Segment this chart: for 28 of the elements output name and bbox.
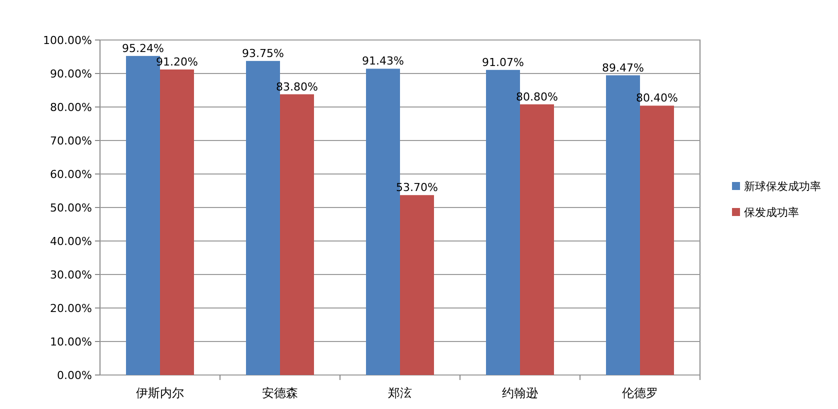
data-label: 91.43%	[362, 54, 404, 68]
y-tick-label: 30.00%	[50, 268, 92, 282]
data-label: 91.07%	[482, 56, 524, 69]
y-tick-label: 90.00%	[50, 68, 92, 80]
y-tick-label: 20.00%	[50, 302, 92, 315]
y-tick-label: 60.00%	[50, 168, 92, 181]
y-tick-label: 100.00%	[43, 34, 92, 47]
y-tick-label: 70.00%	[50, 134, 92, 148]
bar	[640, 106, 674, 375]
bar	[160, 69, 194, 375]
y-tick-label: 10.00%	[50, 336, 92, 348]
x-tick-label: 伊斯内尔	[136, 386, 184, 400]
legend-label: 保发成功率	[744, 206, 799, 219]
x-tick-label: 约翰逊	[502, 386, 538, 400]
data-label: 95.24%	[122, 42, 164, 55]
bar	[280, 94, 314, 375]
bar	[520, 104, 554, 375]
x-tick-label: 郑泫	[388, 386, 412, 400]
x-tick-label: 安德森	[262, 386, 298, 400]
y-tick-label: 0.00%	[57, 369, 92, 382]
data-label: 89.47%	[602, 61, 644, 74]
data-label: 93.75%	[242, 46, 284, 60]
x-tick-label: 伦德罗	[622, 386, 658, 400]
y-tick-label: 50.00%	[50, 202, 92, 214]
y-tick-label: 40.00%	[50, 235, 92, 248]
legend-label: 新球保发成功率	[744, 180, 821, 193]
bar	[400, 195, 434, 375]
y-tick-label: 80.00%	[50, 101, 92, 114]
